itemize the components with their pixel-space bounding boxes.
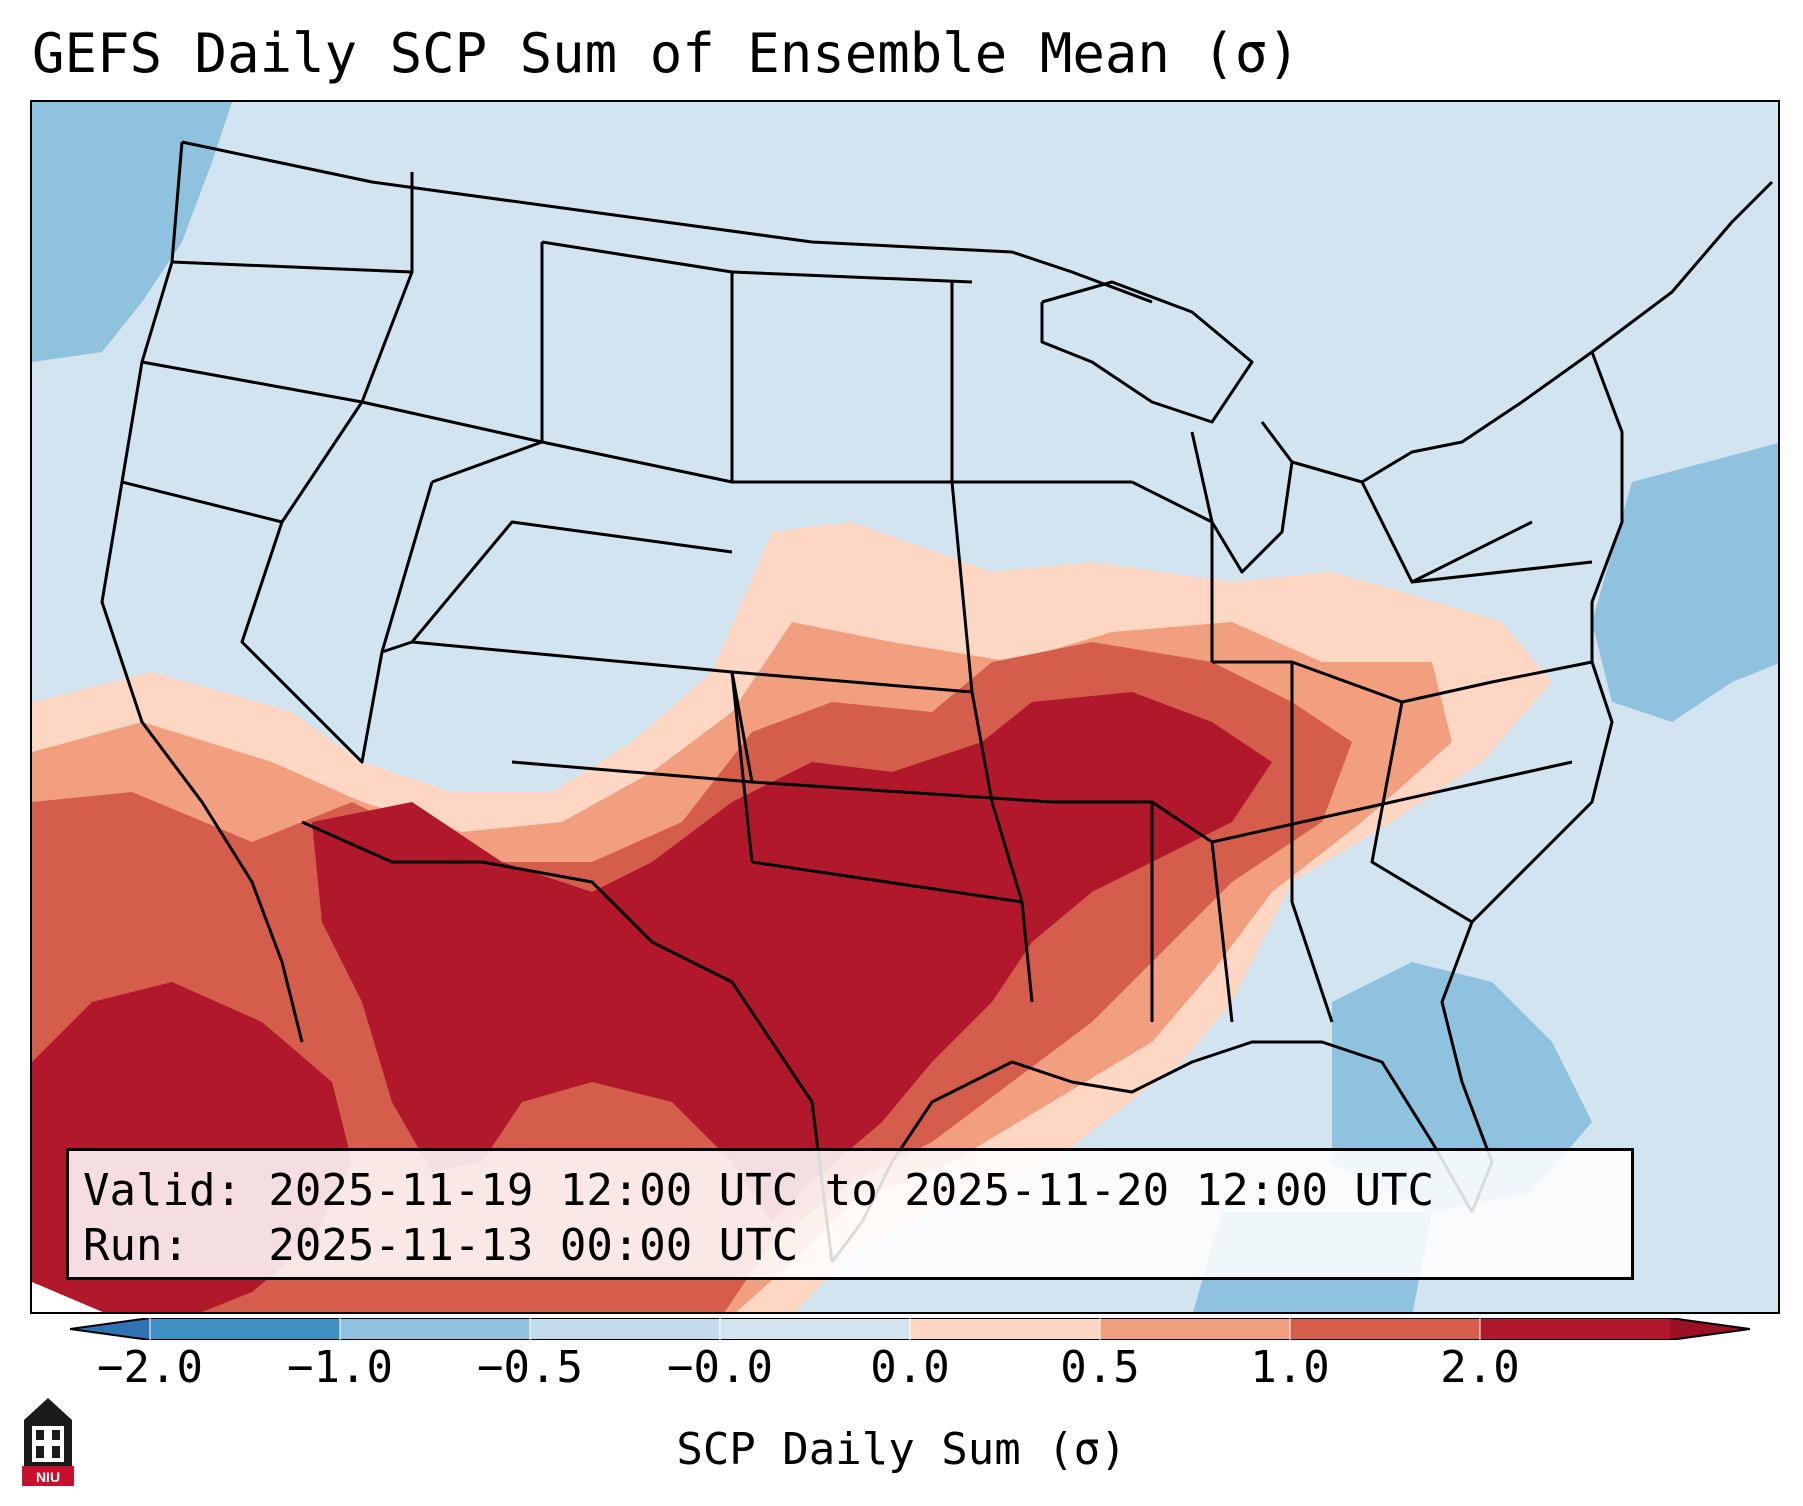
run-time-line: Run: 2025-11-13 00:00 UTC bbox=[83, 1220, 799, 1271]
logo-text: NIU bbox=[36, 1469, 60, 1485]
scp-anomaly-map bbox=[32, 102, 1778, 1312]
colorbar-ticks: −2.0 −1.0 −0.5 −0.0 0.0 0.5 1.0 2.0 bbox=[0, 1338, 1803, 1398]
colorbar-tick-label: −2.0 bbox=[97, 1342, 203, 1393]
colorbar-segment bbox=[150, 1318, 341, 1340]
validity-info-box: Valid: 2025-11-19 12:00 UTC to 2025-11-2… bbox=[66, 1148, 1634, 1280]
colorbar-label: SCP Daily Sum (σ) bbox=[676, 1424, 1127, 1475]
map-panel bbox=[30, 100, 1780, 1314]
colorbar-tick-label: −1.0 bbox=[287, 1342, 393, 1393]
colorbar-segment bbox=[1290, 1318, 1481, 1340]
colorbar-tick-label: 0.0 bbox=[870, 1342, 950, 1393]
colorbar-segment bbox=[1480, 1318, 1671, 1340]
colorbar bbox=[70, 1318, 1750, 1340]
colorbar-segment bbox=[530, 1318, 721, 1340]
colorbar-extend-high bbox=[1670, 1318, 1750, 1340]
colorbar-tick-label: 1.0 bbox=[1250, 1342, 1330, 1393]
niu-logo-icon: NIU bbox=[22, 1398, 74, 1486]
colorbar-segment bbox=[720, 1318, 911, 1340]
page-title: GEFS Daily SCP Sum of Ensemble Mean (σ) bbox=[32, 22, 1300, 85]
colorbar-tick-label: 2.0 bbox=[1440, 1342, 1520, 1393]
colorbar-tick-label: 0.5 bbox=[1060, 1342, 1140, 1393]
colorbar-tick-label: −0.5 bbox=[477, 1342, 583, 1393]
valid-time-line: Valid: 2025-11-19 12:00 UTC to 2025-11-2… bbox=[83, 1165, 1435, 1216]
colorbar-segment bbox=[910, 1318, 1101, 1340]
colorbar-extend-low bbox=[70, 1318, 150, 1340]
colorbar-segment bbox=[1100, 1318, 1291, 1340]
colorbar-segment bbox=[340, 1318, 531, 1340]
colorbar-tick-label: −0.0 bbox=[667, 1342, 773, 1393]
